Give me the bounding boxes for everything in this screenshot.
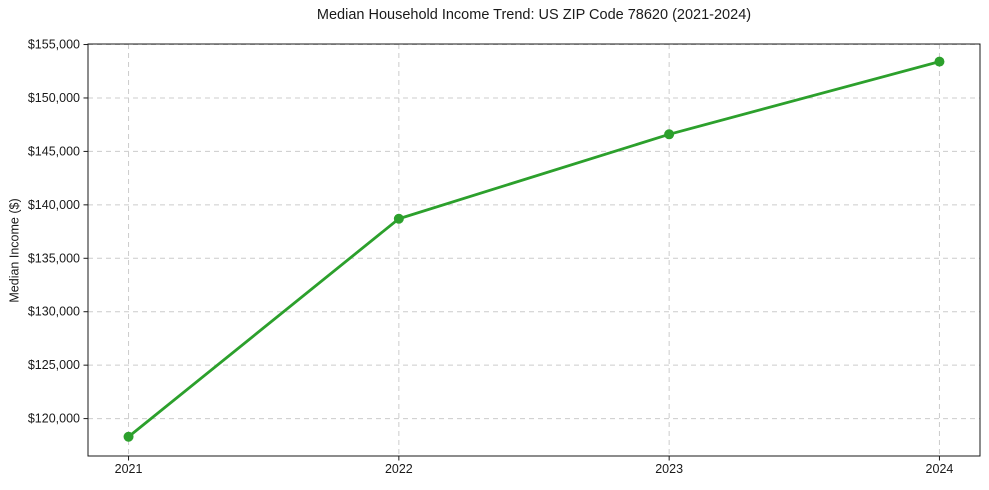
y-tick-label: $150,000 — [28, 91, 80, 105]
x-tick-label: 2022 — [385, 462, 413, 476]
y-tick-label: $120,000 — [28, 412, 80, 426]
y-tick-label: $140,000 — [28, 198, 80, 212]
y-tick-label: $130,000 — [28, 305, 80, 319]
data-point-2023 — [664, 129, 675, 140]
x-tick-label: 2021 — [115, 462, 143, 476]
y-tick-label: $135,000 — [28, 251, 80, 265]
plot-border — [87, 43, 981, 457]
x-tick-label: 2024 — [926, 462, 954, 476]
y-tick-label: $125,000 — [28, 358, 80, 372]
data-point-2022 — [393, 213, 404, 224]
data-point-2021 — [123, 431, 134, 442]
y-tick-label: $155,000 — [28, 38, 80, 52]
trend-line — [127, 60, 941, 439]
x-tick-label: 2023 — [655, 462, 683, 476]
data-point-2024 — [934, 56, 945, 67]
y-tick-label: $145,000 — [28, 144, 80, 158]
chart-title: Median Household Income Trend: US ZIP Co… — [316, 7, 752, 23]
